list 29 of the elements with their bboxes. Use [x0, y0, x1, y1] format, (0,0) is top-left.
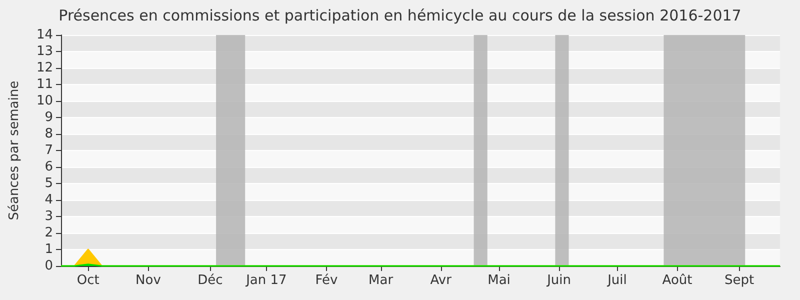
- y-tick-label: 11: [36, 77, 53, 92]
- chart-title: Présences en commissions et participation en hémicycle au cours de la session 2016-2017: [58, 6, 742, 24]
- y-tick-label: 1: [44, 242, 53, 257]
- y-tick-label: 10: [36, 94, 53, 108]
- y-axis-title: Séances par semaine: [7, 80, 22, 220]
- x-tick-label: Oct: [76, 273, 100, 288]
- x-tick-label: Juin: [546, 273, 572, 288]
- x-tick-label: Nov: [136, 273, 162, 288]
- y-tick-label: 7: [44, 143, 53, 158]
- x-tick-label: Sept: [724, 273, 754, 288]
- x-tick-label: Déc: [198, 273, 223, 288]
- y-tick-label: 5: [44, 176, 53, 191]
- y-tick-label: 4: [44, 192, 53, 208]
- y-tick-label: 13: [36, 44, 53, 59]
- x-tick-label: Fév: [315, 273, 338, 288]
- y-tick-label: 0: [44, 258, 53, 274]
- x-tick-label: Août: [662, 273, 692, 288]
- y-tick-label: 8: [44, 126, 53, 142]
- x-tick-label: Mar: [368, 273, 394, 288]
- x-tick-label: Juil: [606, 273, 627, 288]
- y-tick-label: 14: [36, 28, 53, 42]
- x-tick-label: Jan 17: [245, 273, 287, 288]
- y-tick-label: 9: [44, 110, 53, 125]
- x-tick-label: Avr: [430, 273, 452, 288]
- x-tick-label: Mai: [488, 273, 510, 288]
- y-tick-label: 6: [44, 160, 53, 174]
- y-tick-label: 2: [44, 226, 53, 240]
- y-tick-label: 12: [36, 60, 53, 76]
- y-tick-label: 3: [44, 209, 53, 224]
